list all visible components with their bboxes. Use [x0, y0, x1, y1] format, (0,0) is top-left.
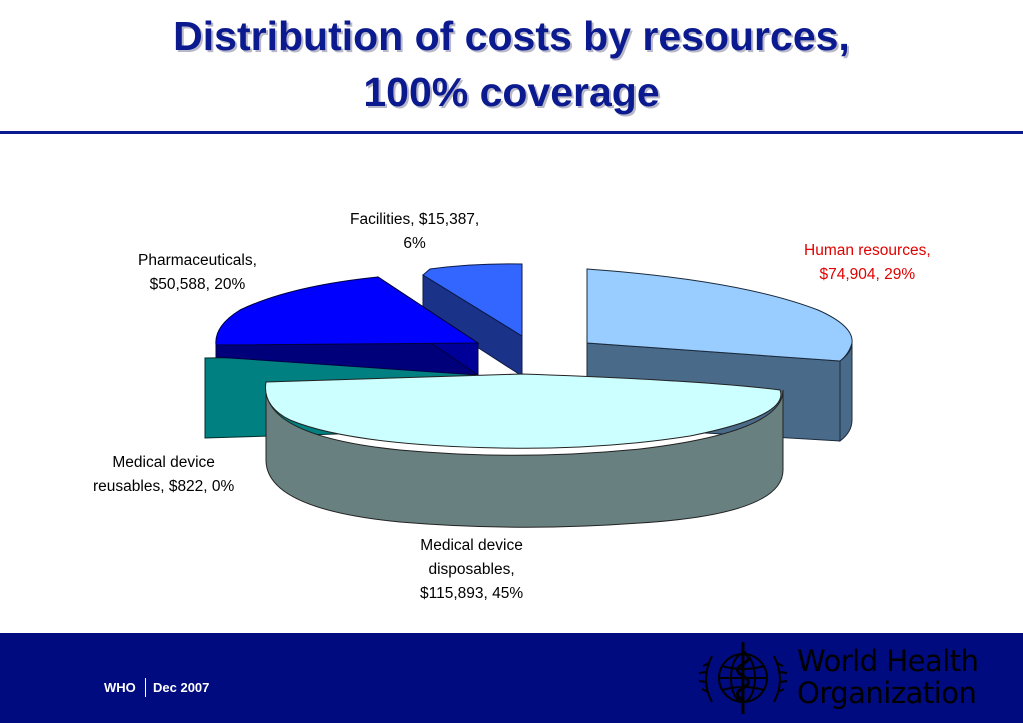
slide-title-line-1: Distribution of costs by resources, — [173, 13, 850, 59]
who-wordmark-line-1: World Health — [797, 644, 979, 678]
footer-bar: WHO Dec 2007 World Health Organization — [0, 633, 1023, 723]
who-emblem-icon — [698, 642, 788, 714]
footer-date: Dec 2007 — [153, 680, 210, 695]
label-medical-device-disposables-line-3: $115,893, 45% — [420, 585, 524, 602]
title-divider — [0, 131, 1023, 134]
label-pharmaceuticals: Pharmaceuticals, $50,588, 20% — [138, 249, 257, 297]
label-human-resources-line-2: $74,904, 29% — [819, 266, 916, 283]
slide-title-line-2: 100% coverage — [363, 69, 660, 115]
label-medical-device-reusables: Medical device reusables, $822, 0% — [93, 451, 234, 499]
label-medical-device-disposables: Medical device disposables, $115,893, 45… — [420, 534, 523, 606]
pie-chart: Human resources, $74,904, 29% Facilities… — [0, 140, 1023, 630]
label-human-resources: Human resources, $74,904, 29% — [804, 239, 931, 287]
label-medical-device-reusables-line-1: Medical device — [112, 454, 215, 471]
slice-medical-device-disposables — [265, 373, 784, 528]
slide-title: Distribution of costs by resources, 100%… — [0, 8, 1023, 120]
label-facilities-line-1: Facilities, $15,387, — [350, 211, 480, 228]
footer-org: WHO — [104, 680, 136, 695]
slice-medical-device-disposables-side — [265, 384, 784, 528]
slice-pharmaceuticals — [215, 276, 480, 376]
label-human-resources-line-1: Human resources, — [804, 242, 931, 259]
pie-chart-svg — [204, 263, 853, 528]
label-medical-device-disposables-line-2: disposables, — [428, 561, 515, 578]
label-facilities: Facilities, $15,387, 6% — [350, 208, 479, 256]
slice-pharmaceuticals-top — [215, 276, 480, 346]
label-medical-device-disposables-line-1: Medical device — [420, 537, 523, 554]
slice-facilities-top — [422, 263, 523, 337]
label-pharmaceuticals-line-2: $50,588, 20% — [149, 276, 246, 293]
slice-human-resources-top — [586, 268, 853, 362]
label-pharmaceuticals-line-1: Pharmaceuticals, — [138, 252, 257, 269]
who-wordmark-line-2: Organization — [797, 676, 977, 710]
who-wordmark: World Health Organization — [797, 645, 979, 709]
label-facilities-line-2: 6% — [403, 235, 426, 252]
footer-separator — [145, 678, 146, 697]
label-medical-device-reusables-line-2: reusables, $822, 0% — [93, 478, 235, 495]
slice-medical-device-disposables-top — [265, 373, 782, 449]
